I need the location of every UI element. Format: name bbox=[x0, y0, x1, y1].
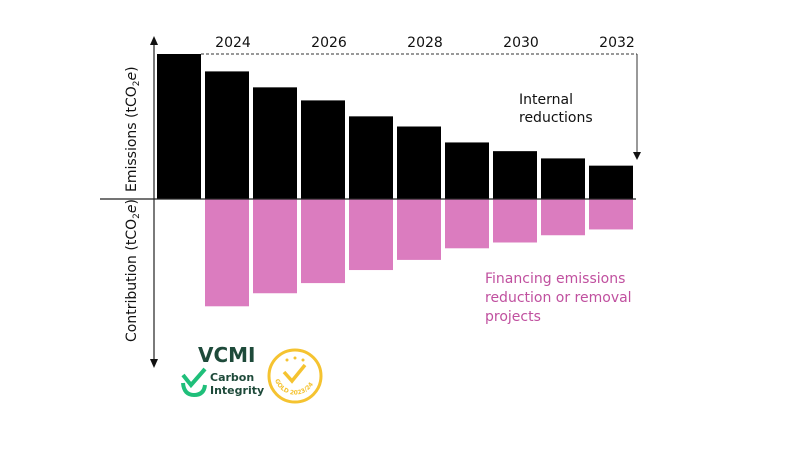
svg-text:Integrity: Integrity bbox=[210, 384, 264, 397]
y-axis-up-arrow-icon bbox=[150, 36, 158, 45]
emissions-bar-2025 bbox=[253, 87, 297, 199]
emissions-bar-2029 bbox=[445, 142, 489, 199]
svg-text:VCMI: VCMI bbox=[198, 343, 256, 367]
financing-label: Financing emissions reduction or removal… bbox=[485, 271, 636, 325]
badge-check-icon bbox=[282, 363, 307, 384]
reduction-arrow-icon bbox=[633, 152, 641, 160]
contribution-bar-2026 bbox=[301, 199, 345, 284]
contribution-bar-2028 bbox=[397, 199, 441, 260]
contribution-bar-2031 bbox=[541, 199, 585, 236]
x-tick-label: 2024 bbox=[215, 35, 251, 51]
gold-badge-logo: GOLD 2023/24 bbox=[267, 348, 323, 404]
emissions-bar-2027 bbox=[349, 116, 393, 199]
x-tick-label: 2028 bbox=[407, 35, 443, 51]
emissions-bar-2026 bbox=[301, 100, 345, 199]
x-tick-label: 2032 bbox=[599, 35, 635, 51]
contribution-bar-2030 bbox=[493, 199, 537, 243]
emissions-bar-2031 bbox=[541, 158, 585, 199]
emissions-bar-2032 bbox=[589, 165, 633, 199]
emissions-bar-2023 bbox=[157, 54, 201, 199]
y-label-contribution: Contribution (tCO2e) bbox=[124, 199, 142, 342]
x-tick-label: 2026 bbox=[311, 35, 347, 51]
contribution-bar-2024 bbox=[205, 199, 249, 307]
emissions-bar-2028 bbox=[397, 126, 441, 199]
contribution-bar-2032 bbox=[589, 199, 633, 230]
internal-reductions-label: Internal reductions bbox=[519, 92, 593, 126]
contribution-bar-2027 bbox=[349, 199, 393, 271]
check-icon bbox=[181, 367, 207, 389]
y-label-emissions: Emissions (tCO2e) bbox=[124, 66, 142, 192]
vcmi-logo: VCMI Carbon Integrity bbox=[181, 343, 264, 398]
contribution-bar-2025 bbox=[253, 199, 297, 294]
contribution-bar-2029 bbox=[445, 199, 489, 249]
emissions-bar-2024 bbox=[205, 71, 249, 199]
emissions-bar-2030 bbox=[493, 151, 537, 199]
x-tick-label: 2030 bbox=[503, 35, 539, 51]
y-axis-down-arrow-icon bbox=[150, 359, 158, 368]
svg-text:Carbon: Carbon bbox=[210, 371, 254, 384]
